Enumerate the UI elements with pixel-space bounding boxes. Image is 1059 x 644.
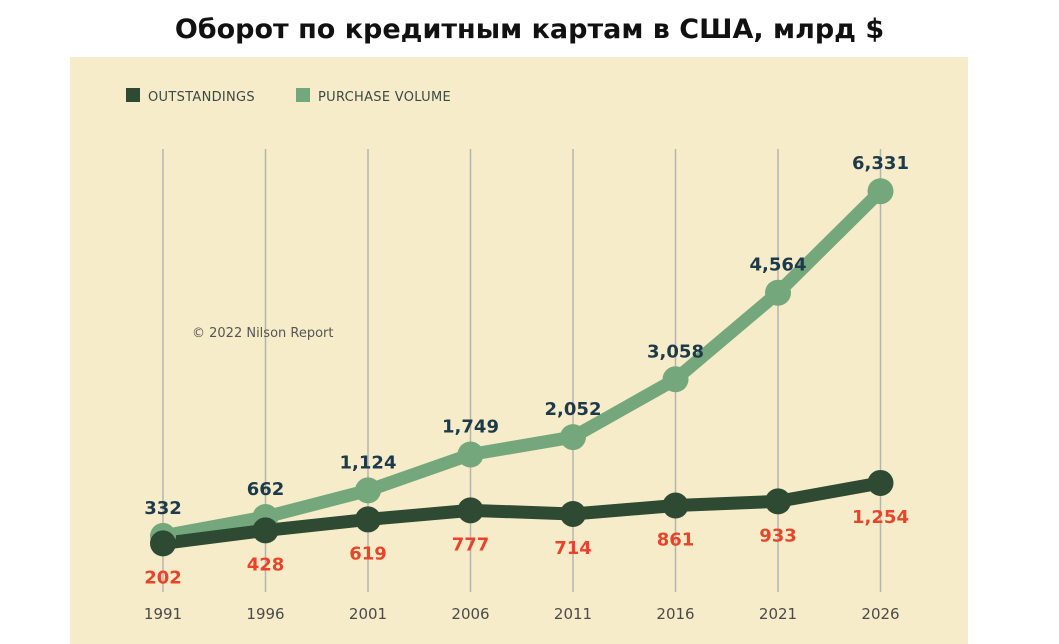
legend-label-outstandings: OUTSTANDINGS [148, 90, 255, 105]
purchase-volume-label-2001: 1,124 [340, 452, 397, 473]
legend: OUTSTANDINGS PURCHASE VOLUME [126, 88, 451, 105]
outstandings-point-2006 [457, 497, 484, 524]
purchase-volume-label-2021: 4,564 [750, 255, 807, 276]
outstandings-label-1996: 428 [247, 554, 285, 575]
x-tick-2026: 2026 [861, 605, 899, 623]
purchase-volume-label-2006: 1,749 [442, 416, 499, 437]
outstandings-point-1996 [252, 517, 279, 544]
outstandings-point-2001 [355, 506, 381, 533]
purchase-volume-point-2001 [355, 477, 381, 504]
copyright-note: © 2022 Nilson Report [192, 326, 334, 341]
purchase-volume-point-2011 [560, 424, 586, 451]
outstandings-label-2006: 777 [452, 534, 490, 555]
x-tick-2006: 2006 [451, 605, 489, 623]
outstandings-point-2026 [867, 469, 894, 496]
chart-title: Оборот по кредитным картам в США, млрд $ [174, 14, 885, 45]
outstandings-point-2016 [662, 492, 689, 519]
x-tick-2016: 2016 [656, 605, 694, 623]
line-chart: OUTSTANDINGS PURCHASE VOLUME © 2022 Nils… [70, 57, 968, 644]
purchase-volume-point-2021 [765, 279, 791, 306]
legend-swatch-outstandings [126, 88, 140, 102]
x-tick-2011: 2011 [554, 605, 592, 623]
outstandings-label-2026: 1,254 [852, 507, 909, 528]
outstandings-point-1991 [150, 530, 176, 557]
x-tick-1991: 1991 [144, 605, 182, 623]
x-tick-2021: 2021 [759, 605, 797, 623]
purchase-volume-label-2026: 6,331 [852, 153, 909, 174]
purchase-volume-label-1996: 662 [247, 479, 285, 500]
outstandings-label-2011: 714 [554, 538, 592, 559]
x-axis-ticks: 1991 1996 2001 2006 2011 2016 2021 2026 [144, 605, 900, 623]
x-tick-2001: 2001 [349, 605, 387, 623]
outstandings-line [156, 476, 887, 550]
legend-swatch-purchase-volume [296, 88, 310, 102]
purchase-volume-point-2026 [867, 178, 894, 205]
legend-label-purchase-volume: PURCHASE VOLUME [318, 90, 451, 105]
chart-panel: OUTSTANDINGS PURCHASE VOLUME © 2022 Nils… [70, 57, 968, 644]
purchase-volume-point-2006 [457, 441, 484, 468]
series-points [150, 178, 894, 557]
outstandings-label-2016: 861 [657, 530, 695, 551]
outstandings-point-2011 [560, 500, 586, 527]
purchase-volume-label-2016: 3,058 [647, 341, 704, 362]
outstandings-label-2001: 619 [349, 543, 387, 564]
data-labels: 332 662 1,124 1,749 2,052 3,058 4,564 6,331 202 4… [144, 153, 909, 588]
purchase-volume-point-2016 [662, 366, 689, 393]
purchase-volume-label-2011: 2,052 [545, 399, 602, 420]
purchase-volume-line [156, 184, 887, 543]
outstandings-point-2021 [765, 488, 791, 515]
purchase-volume-label-1991: 332 [144, 498, 182, 519]
outstandings-label-2021: 933 [759, 525, 797, 546]
series-lines [156, 184, 887, 550]
chart-background [70, 57, 968, 644]
x-tick-1996: 1996 [246, 605, 284, 623]
outstandings-label-1991: 202 [144, 567, 182, 588]
